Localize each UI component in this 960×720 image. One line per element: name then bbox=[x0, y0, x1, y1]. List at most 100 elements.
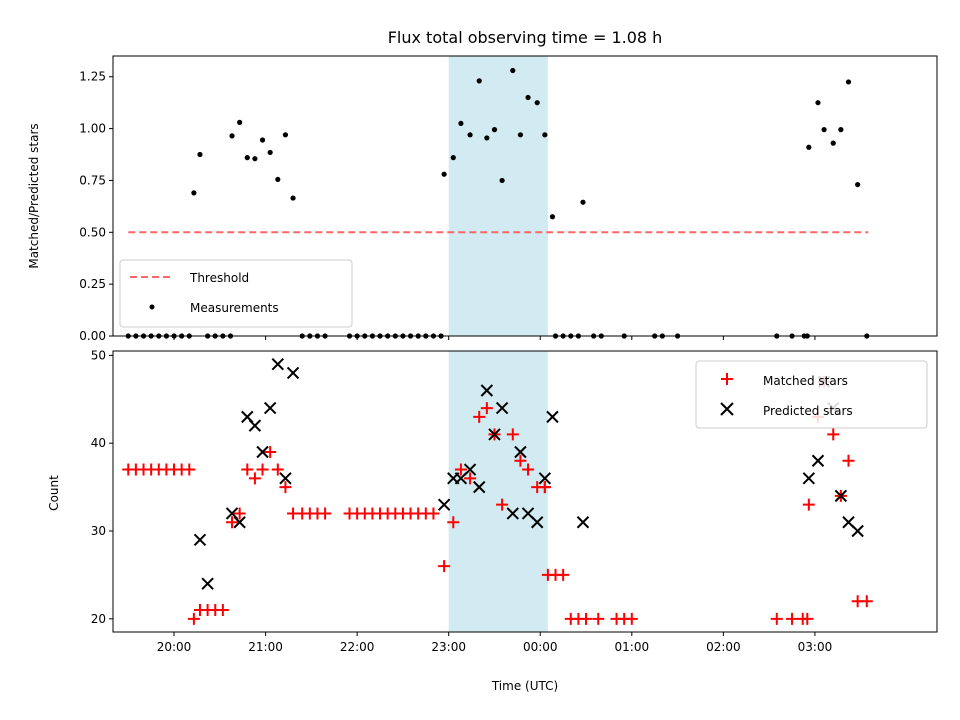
data-point bbox=[282, 132, 289, 138]
data-point bbox=[546, 410, 559, 424]
data-point bbox=[802, 472, 816, 485]
x-tick-label: 23:00 bbox=[431, 640, 466, 654]
data-point bbox=[233, 516, 246, 529]
series-matched-stars bbox=[122, 375, 873, 625]
data-point bbox=[271, 357, 285, 371]
data-point bbox=[506, 507, 520, 520]
legend-frame bbox=[695, 360, 928, 429]
data-point bbox=[830, 140, 836, 146]
data-point bbox=[229, 133, 235, 139]
y-axis-label-count: Count bbox=[47, 475, 61, 511]
y-tick-label: 20 bbox=[91, 612, 106, 626]
legend-frame bbox=[119, 259, 353, 328]
data-point bbox=[542, 132, 548, 138]
legend-threshold-label: Threshold bbox=[189, 271, 249, 285]
y-tick-label: 0.25 bbox=[79, 277, 106, 291]
data-point bbox=[786, 612, 799, 625]
data-point bbox=[506, 428, 519, 441]
data-point bbox=[187, 612, 200, 625]
data-point bbox=[851, 524, 864, 538]
data-point bbox=[770, 612, 783, 625]
data-point bbox=[811, 454, 825, 467]
legend-matched-label: Matched stars bbox=[763, 374, 848, 388]
series-measurements bbox=[125, 67, 870, 339]
data-point bbox=[522, 463, 535, 476]
legend-predicted-swatch bbox=[720, 402, 734, 416]
data-point bbox=[197, 151, 203, 158]
plot-area-counts: 20 30 40 50 20:00 21:00 22:00 23:00 00:00 01:00 02… bbox=[91, 348, 938, 654]
data-point bbox=[510, 67, 516, 74]
data-point bbox=[625, 612, 638, 625]
y-axis-label-ratio: Matched/Predicted stars bbox=[27, 123, 41, 268]
data-point bbox=[244, 155, 250, 161]
data-point bbox=[834, 489, 848, 503]
data-point bbox=[191, 190, 197, 196]
y-tick-label: 50 bbox=[91, 348, 106, 362]
data-point bbox=[815, 100, 821, 106]
data-point bbox=[454, 463, 467, 476]
data-point bbox=[201, 577, 214, 590]
data-point bbox=[183, 463, 196, 476]
data-point bbox=[458, 120, 464, 127]
data-point bbox=[499, 177, 505, 184]
data-point bbox=[438, 560, 451, 573]
data-point bbox=[576, 516, 590, 529]
data-point bbox=[216, 604, 229, 617]
observing-window-band bbox=[448, 56, 548, 336]
data-point bbox=[473, 480, 486, 494]
axes-frame bbox=[112, 350, 938, 633]
data-point bbox=[580, 199, 586, 205]
data-point bbox=[256, 463, 269, 476]
data-point bbox=[450, 155, 456, 161]
data-point bbox=[480, 402, 493, 415]
data-point bbox=[237, 119, 243, 125]
x-tick-label: 21:00 bbox=[248, 640, 283, 654]
y-tick-label: 0.50 bbox=[79, 225, 106, 239]
y-tick-label: 0.00 bbox=[79, 329, 106, 343]
data-point bbox=[827, 428, 840, 441]
data-point bbox=[484, 135, 490, 141]
data-point bbox=[437, 498, 451, 511]
data-point bbox=[427, 507, 440, 520]
data-point bbox=[842, 454, 855, 467]
panel-counts: Count Time (UTC) 20 30 40 50 20:00 21:00 22:00… bbox=[47, 348, 938, 693]
panel-ratio: Flux total observing time = 1.08 h Match… bbox=[27, 28, 938, 343]
data-point bbox=[806, 144, 812, 150]
data-point bbox=[821, 127, 827, 133]
data-point bbox=[480, 384, 494, 397]
y-tick-label: 1.00 bbox=[79, 122, 106, 136]
data-point bbox=[248, 419, 262, 432]
data-point bbox=[256, 445, 269, 459]
legend-predicted-label: Predicted stars bbox=[763, 404, 853, 418]
chart-title: Flux total observing time = 1.08 h bbox=[388, 28, 663, 47]
data-point bbox=[263, 401, 277, 415]
data-point bbox=[534, 100, 540, 106]
data-point bbox=[193, 533, 207, 547]
legend-measurements-swatch bbox=[149, 304, 155, 310]
data-point bbox=[802, 498, 815, 511]
data-point bbox=[838, 127, 844, 133]
legend-counts: Matched stars Predicted stars bbox=[695, 360, 928, 429]
data-point bbox=[538, 481, 551, 494]
x-axis-label: Time (UTC) bbox=[491, 679, 558, 693]
data-point bbox=[488, 428, 501, 441]
data-point bbox=[441, 171, 447, 177]
legend-matched-swatch bbox=[721, 373, 733, 385]
data-point bbox=[580, 612, 593, 625]
legend-measurements-label: Measurements bbox=[190, 301, 279, 315]
data-point bbox=[467, 132, 473, 138]
data-point bbox=[592, 612, 605, 625]
data-point bbox=[845, 79, 852, 85]
data-point bbox=[279, 472, 292, 485]
x-tick-label: 20:00 bbox=[157, 640, 192, 654]
data-point bbox=[855, 181, 861, 188]
x-tick-label: 01:00 bbox=[615, 640, 650, 654]
y-tick-label: 40 bbox=[91, 436, 106, 450]
data-point bbox=[525, 94, 531, 101]
plot-area-ratio: 0.00 0.25 0.50 0.75 1.00 1.25 bbox=[79, 55, 938, 343]
data-point bbox=[495, 401, 509, 415]
data-point bbox=[275, 176, 281, 183]
data-point bbox=[319, 507, 332, 520]
data-point bbox=[267, 149, 273, 156]
